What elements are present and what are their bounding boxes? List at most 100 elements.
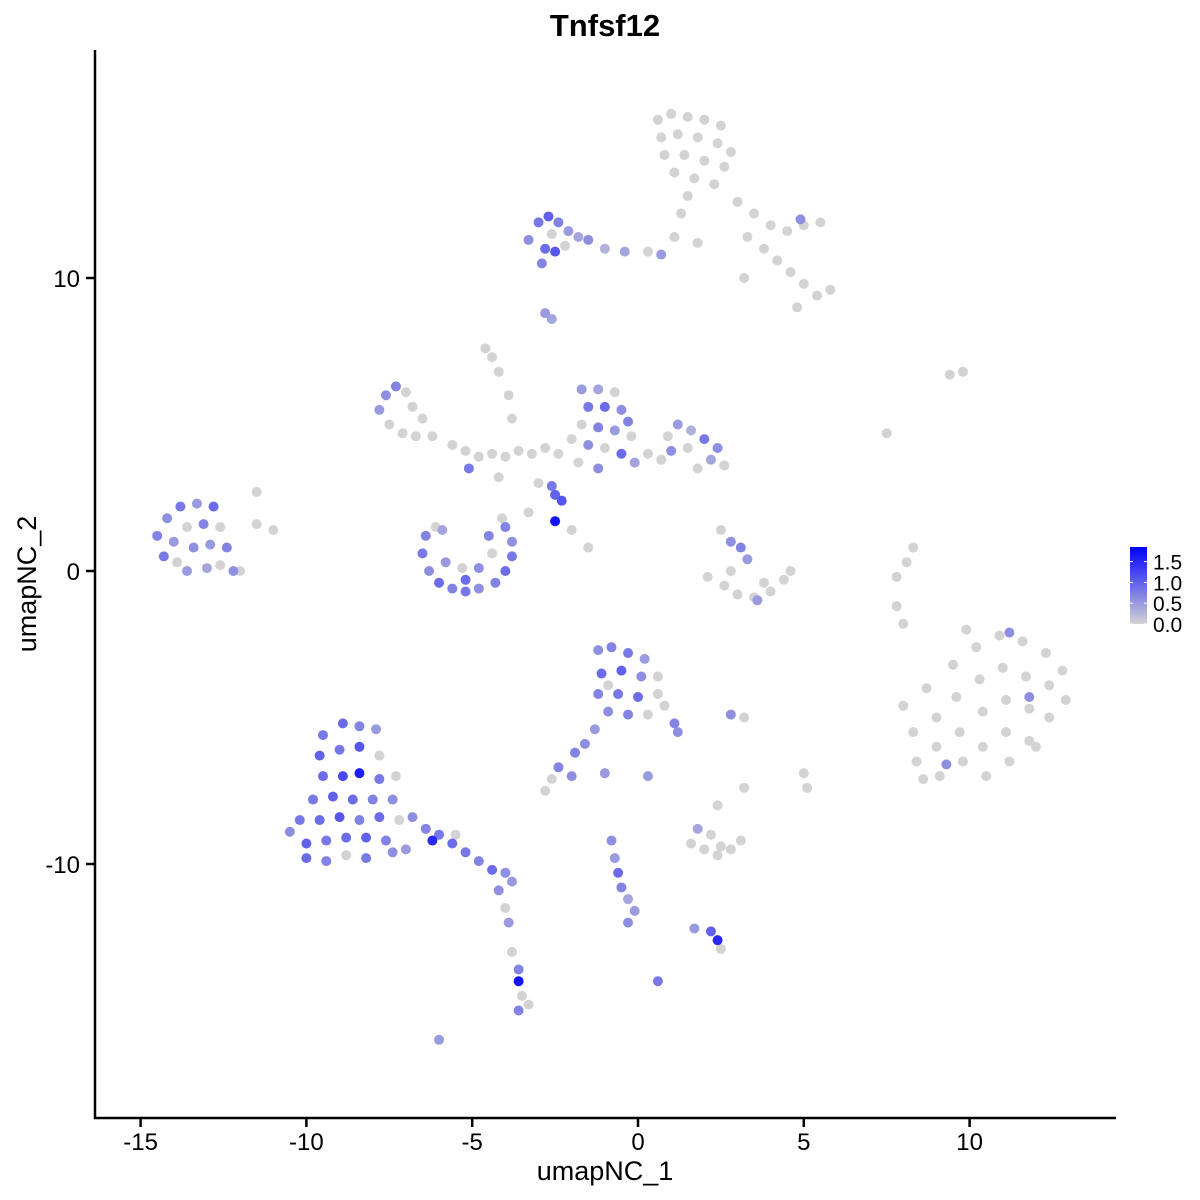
cell-point — [715, 524, 726, 535]
cell-point — [825, 284, 836, 295]
cell-point — [636, 671, 647, 682]
cell-point — [1044, 680, 1055, 691]
cell-point — [977, 741, 988, 752]
cell-point — [152, 530, 163, 541]
legend-tick-label: 0.0 — [1153, 614, 1182, 637]
cell-point — [712, 442, 723, 453]
cell-point — [599, 768, 610, 779]
cell-point — [228, 566, 239, 576]
cell-point — [759, 243, 770, 254]
cell-point — [765, 586, 776, 597]
cell-point — [493, 366, 504, 377]
cell-point — [387, 794, 398, 805]
cell-point — [400, 387, 411, 398]
cell-point — [334, 744, 345, 755]
cell-point — [802, 782, 813, 793]
cell-point — [215, 522, 226, 533]
cell-point — [739, 712, 750, 723]
cell-point — [460, 574, 471, 585]
cell-point — [739, 782, 750, 793]
cell-point — [550, 489, 561, 500]
cell-point — [954, 727, 965, 738]
cell-point — [251, 519, 262, 530]
cell-point — [898, 618, 909, 629]
cell-point — [792, 302, 803, 313]
cell-point — [692, 463, 703, 474]
cell-point — [556, 495, 567, 506]
color-legend: 0.00.51.01.5 — [1130, 547, 1182, 637]
cell-point — [599, 442, 610, 453]
cell-point — [513, 1005, 524, 1016]
x-tick-label: 5 — [797, 1129, 810, 1156]
cell-point — [579, 738, 590, 749]
cell-point — [317, 771, 328, 782]
cell-point — [659, 700, 670, 711]
cell-point — [629, 905, 640, 916]
cell-point — [354, 768, 365, 779]
cell-point — [941, 759, 952, 770]
cell-point — [500, 902, 511, 913]
cell-point — [380, 390, 391, 401]
cell-point — [513, 976, 524, 987]
cell-point — [629, 457, 640, 468]
cell-point — [642, 246, 653, 257]
cell-point — [881, 428, 892, 439]
cell-point — [603, 680, 614, 691]
cell-point — [619, 246, 630, 257]
cell-point — [1024, 703, 1035, 714]
cell-point — [327, 791, 338, 802]
cell-point — [553, 762, 564, 773]
cell-point — [294, 815, 305, 826]
cell-point — [815, 217, 826, 228]
cell-point — [526, 448, 537, 459]
y-tick-label: -10 — [45, 852, 80, 879]
cell-point — [705, 926, 716, 937]
cell-point — [593, 689, 604, 700]
cell-point — [384, 419, 395, 430]
cell-point — [198, 519, 209, 530]
cell-point — [1001, 727, 1012, 738]
cell-point — [656, 249, 667, 260]
cell-point — [692, 823, 703, 834]
cell-point — [540, 243, 551, 254]
cell-point — [908, 727, 919, 738]
cell-point — [606, 642, 617, 653]
points-layer — [152, 108, 1071, 1045]
cell-point — [354, 721, 365, 732]
cell-point — [911, 756, 922, 767]
cell-point — [669, 231, 680, 242]
cell-point — [371, 724, 382, 735]
cell-point — [971, 642, 982, 653]
cell-point — [500, 566, 511, 576]
x-tick-label: 0 — [631, 1129, 644, 1156]
cell-point — [447, 583, 458, 594]
cell-point — [702, 571, 713, 582]
cell-point — [656, 454, 667, 465]
y-tick-label: 0 — [67, 559, 80, 586]
cell-point — [662, 431, 673, 442]
cell-point — [540, 785, 551, 796]
cell-point — [609, 853, 620, 864]
cell-point — [583, 440, 594, 451]
cell-point — [566, 771, 577, 782]
cell-point — [666, 445, 677, 456]
cell-point — [785, 267, 796, 278]
cell-point — [961, 624, 972, 635]
cell-point — [314, 815, 325, 826]
cell-point — [308, 794, 319, 805]
cell-point — [543, 211, 554, 222]
cell-point — [686, 425, 697, 436]
cell-point — [616, 404, 627, 415]
cell-point — [642, 771, 653, 782]
cell-point — [394, 815, 405, 826]
cell-point — [168, 536, 179, 547]
cell-point — [742, 554, 753, 565]
cell-point — [1060, 694, 1071, 705]
cell-point — [732, 589, 743, 600]
cell-point — [609, 387, 620, 398]
cell-point — [573, 231, 584, 242]
cell-point — [981, 771, 992, 782]
cell-point — [546, 774, 557, 785]
cell-point — [424, 566, 435, 576]
cell-point — [712, 800, 723, 811]
